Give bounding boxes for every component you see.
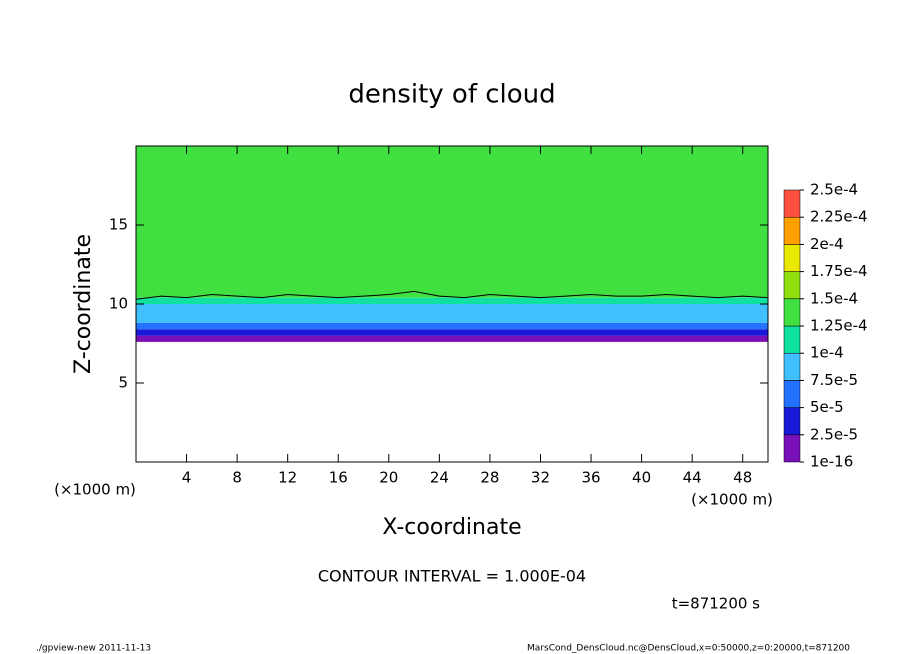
- footer-left: ./gpview-new 2011-11-13: [36, 644, 151, 654]
- colorbar-box: [783, 298, 801, 327]
- x-tick-label: 40: [632, 469, 651, 487]
- colorbar-label: 2.5e-4: [810, 181, 858, 199]
- time-label: t=871200 s: [672, 595, 760, 613]
- colorbar-label: 2e-4: [810, 235, 844, 253]
- x-tick-label: 4: [182, 469, 192, 487]
- chart-title: density of cloud: [348, 80, 555, 110]
- x-tick-label: 36: [581, 469, 600, 487]
- colorbar-label: 1e-4: [810, 344, 844, 362]
- colorbar-label: 1e-16: [810, 453, 853, 471]
- y-tick-label: 15: [109, 216, 128, 234]
- colorbar-box: [783, 434, 801, 463]
- colorbar-box: [783, 271, 801, 300]
- density-band: [136, 297, 768, 304]
- colorbar-label: 1.5e-4: [810, 289, 858, 307]
- x-tick-label: 16: [329, 469, 348, 487]
- y-tick-label: 5: [118, 374, 128, 392]
- colorbar-box: [783, 244, 801, 272]
- x-tick-label: 48: [733, 469, 752, 487]
- colorbar-box: [783, 216, 801, 245]
- colorbar-label: 5e-5: [810, 398, 844, 416]
- y-axis-label: Z-coordinate: [71, 234, 96, 374]
- footer-right: MarsCond_DensCloud.nc@DensCloud,x=0:5000…: [527, 644, 850, 654]
- x-tick-label: 12: [278, 469, 297, 487]
- y-unit: (×1000 m): [54, 481, 136, 499]
- colorbar-box: [783, 407, 801, 436]
- colorbar-box: [783, 189, 801, 218]
- x-tick-label: 20: [379, 469, 398, 487]
- x-axis-label: X-coordinate: [382, 515, 521, 540]
- colorbar-label: 2.5e-5: [810, 425, 858, 443]
- x-tick-label: 8: [232, 469, 242, 487]
- colorbar-box: [783, 325, 801, 354]
- density-band: [136, 313, 768, 323]
- x-tick-label: 44: [683, 469, 702, 487]
- density-band: [136, 304, 768, 314]
- y-tick-label: 10: [109, 295, 128, 313]
- x-unit: (×1000 m): [691, 491, 773, 509]
- colorbar-label: 1.75e-4: [810, 262, 868, 280]
- colorbar-label: 2.25e-4: [810, 208, 868, 226]
- x-tick-label: 28: [480, 469, 499, 487]
- x-tick-label: 24: [430, 469, 449, 487]
- x-tick-label: 32: [531, 469, 550, 487]
- density-band: [136, 322, 768, 330]
- colorbar-box: [783, 352, 801, 381]
- colorbar-label: 7.5e-5: [810, 371, 858, 389]
- contour-line: [135, 290, 769, 300]
- contour-interval: CONTOUR INTERVAL = 1.000E-04: [318, 567, 586, 586]
- density-band: [136, 146, 768, 298]
- density-band: [136, 335, 768, 342]
- colorbar-box: [783, 380, 801, 408]
- colorbar-label: 1.25e-4: [810, 317, 868, 335]
- density-band: [136, 329, 768, 336]
